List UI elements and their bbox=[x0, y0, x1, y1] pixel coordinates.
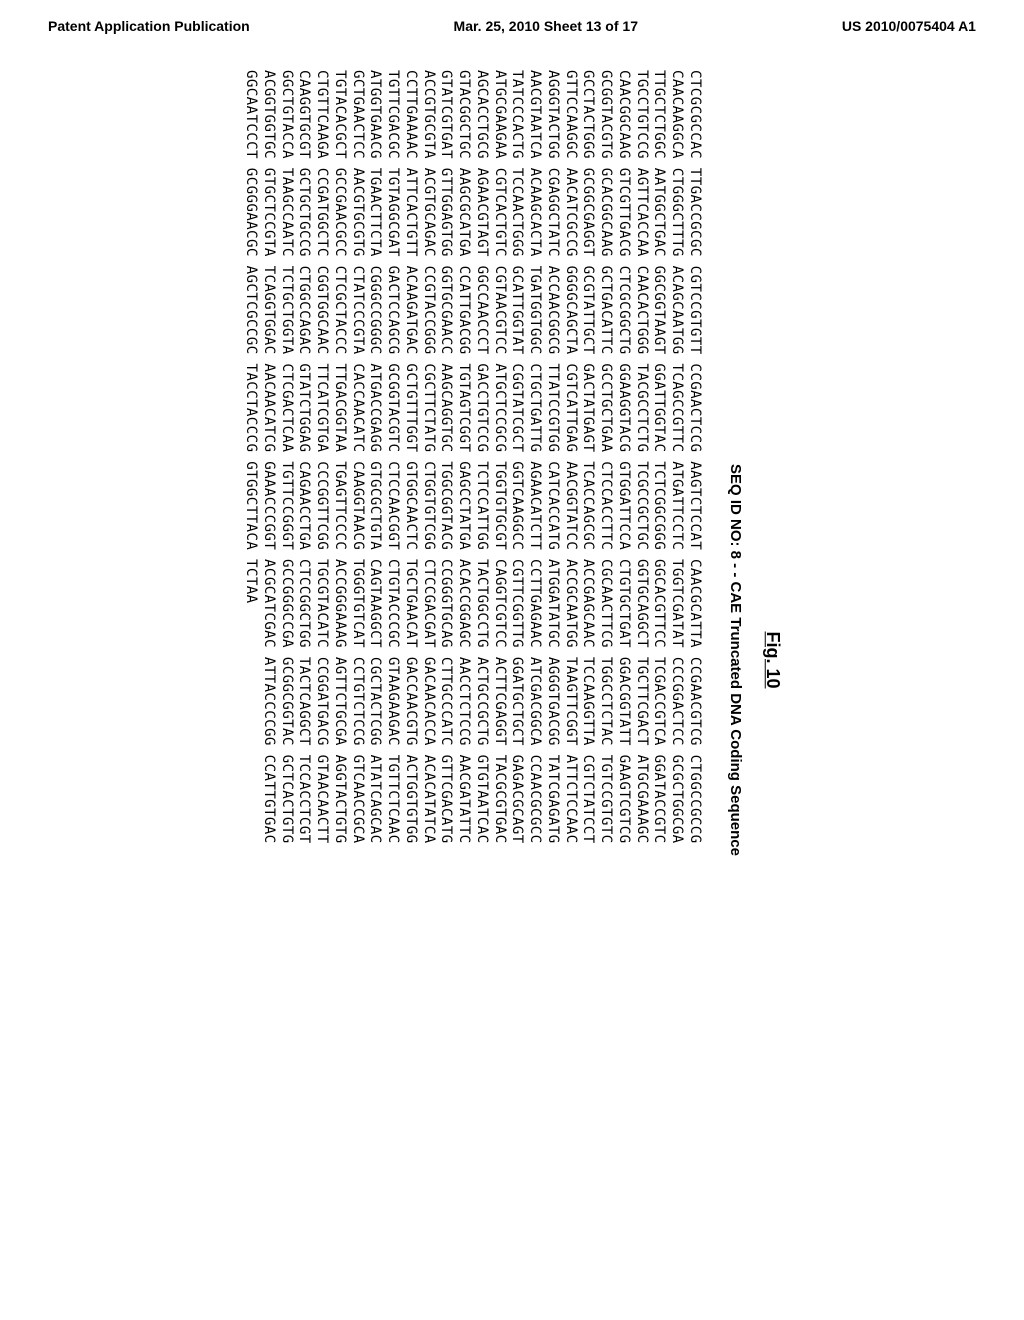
sequence-line: CAACAAGGCA CTGGGCTTTG ACAGCAATGG TCAGCCG… bbox=[667, 70, 685, 1250]
sequence-line: AGCACCTGCG AGAACGTAGT GGCCAACCCT GACCTGT… bbox=[472, 70, 490, 1250]
sequence-line: TTGCTCTGGC AATGGCTGAC GGCGGTAAGT GGATTGG… bbox=[650, 70, 668, 1250]
sequence-line: ACGGTGGTGC GTGCTCCGTA TCAGGTGGAC AACAACA… bbox=[259, 70, 277, 1250]
page-header: Patent Application Publication Mar. 25, … bbox=[0, 0, 1024, 40]
sequence-line: AACGTAATCA ACAAGCACTA TGATGGTGGC CTGCTGA… bbox=[525, 70, 543, 1250]
sequence-line: GGCTGTACCA TAAGCCAATC TCTGCTGGTA CTCGACT… bbox=[277, 70, 295, 1250]
sequence-line: GGCAATCCCT GCGGGAACGC AGCTCGCCGC TACCTAC… bbox=[241, 70, 259, 1250]
sequence-title: SEQ ID NO: 8 - - CAE Truncated DNA Codin… bbox=[727, 70, 744, 1250]
sequence-line: CAACGGCAAG GTCGTTGACG CTCGCGGCTG GGAAGGT… bbox=[614, 70, 632, 1250]
header-left: Patent Application Publication bbox=[48, 18, 250, 34]
header-middle: Mar. 25, 2010 Sheet 13 of 17 bbox=[454, 18, 638, 34]
sequence-line: GTATCGTGAT GTTGGAGTGG GGTGCGAACC AAGCAGG… bbox=[437, 70, 455, 1250]
sequence-line: CTCGCGCCAC TTGACCGCGC CGTCCGTGTT CCGAACT… bbox=[685, 70, 703, 1250]
sequence-line: CCTTGAAAAC ATTCACTGTT ACAAGATGAC GCTGTTT… bbox=[401, 70, 419, 1250]
figure-label: Fig. 10 bbox=[762, 70, 783, 1250]
sequence-line: GTACGGCTGC AAGCGCATGA CCATTGACGG TGTAGTC… bbox=[454, 70, 472, 1250]
sequence-line: TATCCCACTG TCCAACTGGG GCATTGGTAT CGGTATC… bbox=[508, 70, 526, 1250]
sequence-line: ATGGTGAACG TGAACTTCTA CGGGCCGGGC ATGACCG… bbox=[366, 70, 384, 1250]
sequence-line: AGGGTACTGG CGAGGCTATC ACCAACGGCG TTATCCG… bbox=[543, 70, 561, 1250]
sequence-line: GCCTACTGGG GCGGCGAGGT GCGTATTGCT GACTATG… bbox=[579, 70, 597, 1250]
sequence-line: ATGCGAAGAA CGTCACTGTC CGTAACGTCC ATGCTCC… bbox=[490, 70, 508, 1250]
sequence-line: TGTACACGCT GCCGAACGCC CTCGCTACCC TTGACGG… bbox=[330, 70, 348, 1250]
sequence-line: GCTGAACTCC AACGTGCGTG CTATCCCGTA CACCAAC… bbox=[348, 70, 366, 1250]
sequence-line: TGTTCGACGC TGTAGGCGAT GACTCCAGCG GCGGTAC… bbox=[383, 70, 401, 1250]
header-right: US 2010/0075404 A1 bbox=[842, 18, 976, 34]
sequence-block: CTCGCGCCAC TTGACCGCGC CGTCCGTGTT CCGAACT… bbox=[241, 70, 703, 1250]
sequence-line: TGCCTGTCCG AGTTCACCAA CAACACTGGG TACGCCT… bbox=[632, 70, 650, 1250]
sequence-line: CTGTTCAAGA CCGATGGCTC CGGTGGCAAC TTCATCG… bbox=[312, 70, 330, 1250]
figure-container: Fig. 10 SEQ ID NO: 8 - - CAE Truncated D… bbox=[241, 70, 783, 1250]
sequence-line: ACCGTGCGTA ACGTGCAGAC CCGTACCGGG CGCTTCT… bbox=[419, 70, 437, 1250]
sequence-line: GTTCCAAGGC AACATCGCCG GGGGCAGCTA CGTCATT… bbox=[561, 70, 579, 1250]
sequence-line: CAAGGTGCGT GCTGCTGCCG CTGGCCAGAC GTATCTG… bbox=[295, 70, 313, 1250]
sequence-line: GCGGTACGTG GCACGGCAAG GCTGACATTC GCCTGCT… bbox=[596, 70, 614, 1250]
